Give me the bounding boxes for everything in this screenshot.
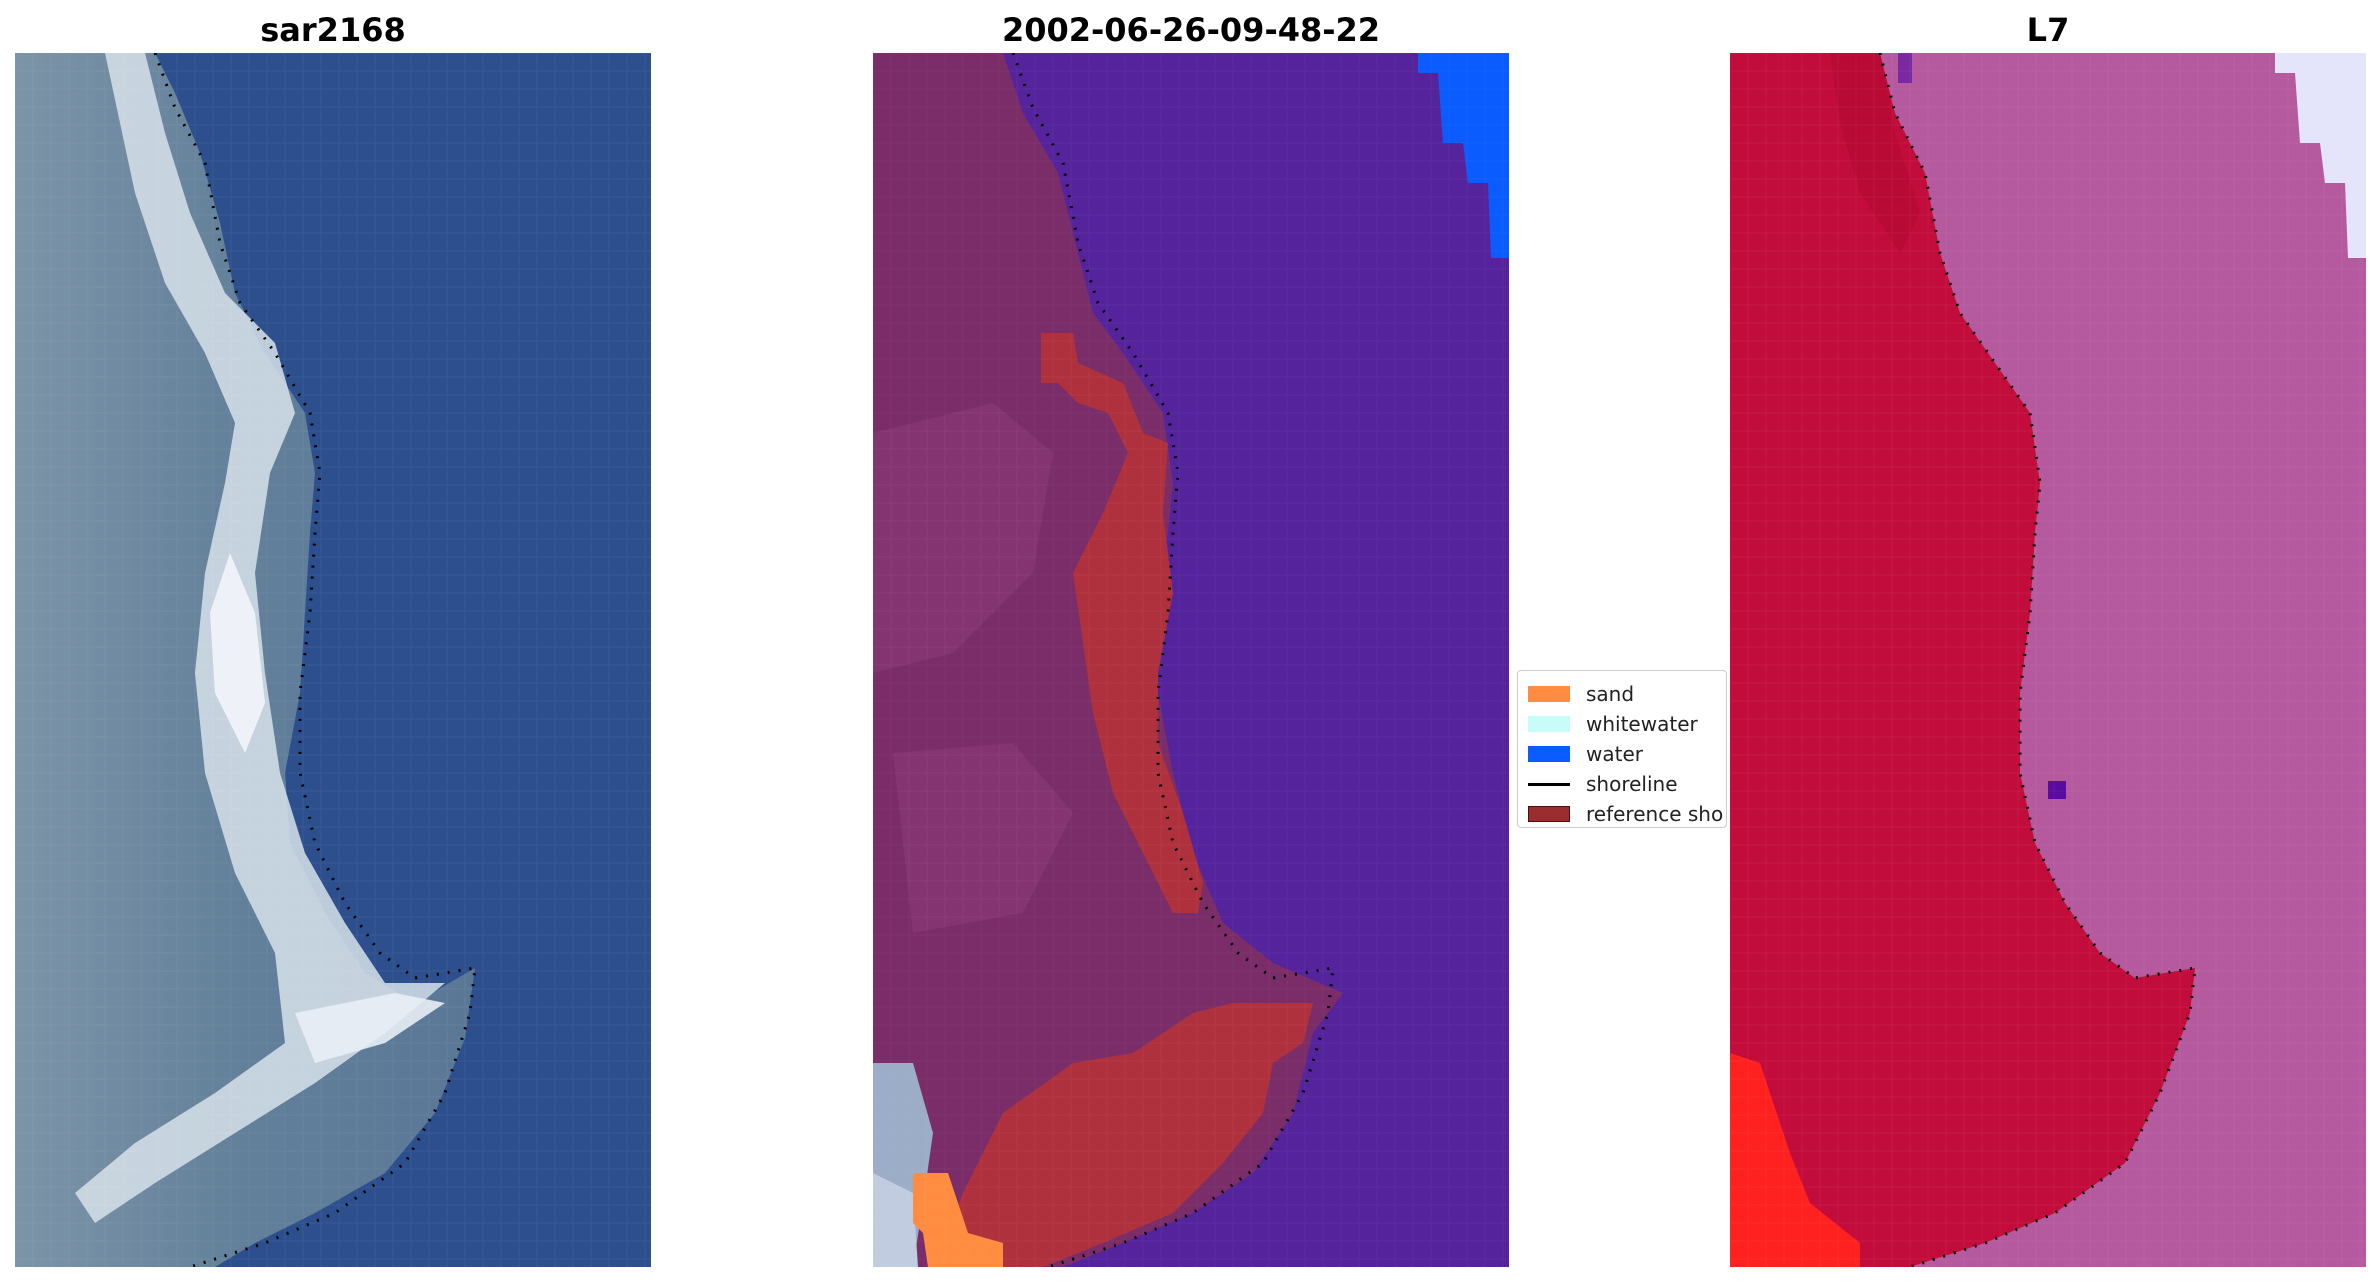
legend-item-reference-shoreline: reference sho [1528,799,1726,827]
legend-label: reference sho [1586,802,1724,826]
classified-image-canvas [873,53,1509,1267]
legend-item-sand: sand [1528,679,1726,709]
panel-classified-image [873,53,1509,1267]
legend-swatch-reference-shoreline [1528,806,1570,822]
panel-falsecolour-image [1730,53,2366,1267]
legend: sand whitewater water shoreline referenc… [1517,670,1727,828]
legend-line-shoreline [1528,782,1570,786]
panel-rgb-image [15,53,651,1267]
legend-item-shoreline: shoreline [1528,769,1726,799]
legend-label: shoreline [1586,772,1678,796]
legend-label: sand [1586,682,1635,706]
legend-item-whitewater: whitewater [1528,709,1726,739]
rgb-image-canvas [15,53,651,1267]
panel-title-rgb: sar2168 [260,11,406,49]
panel-title-falsecolour: L7 [2026,11,2070,49]
falsecolour-image-canvas [1730,53,2366,1267]
legend-swatch-whitewater [1528,716,1570,732]
panel-title-classified: 2002-06-26-09-48-22 [1001,11,1381,49]
legend-item-water: water [1528,739,1726,769]
legend-swatch-water [1528,746,1570,762]
legend-label: whitewater [1586,712,1698,736]
legend-swatch-sand [1528,686,1570,702]
legend-label: water [1586,742,1643,766]
